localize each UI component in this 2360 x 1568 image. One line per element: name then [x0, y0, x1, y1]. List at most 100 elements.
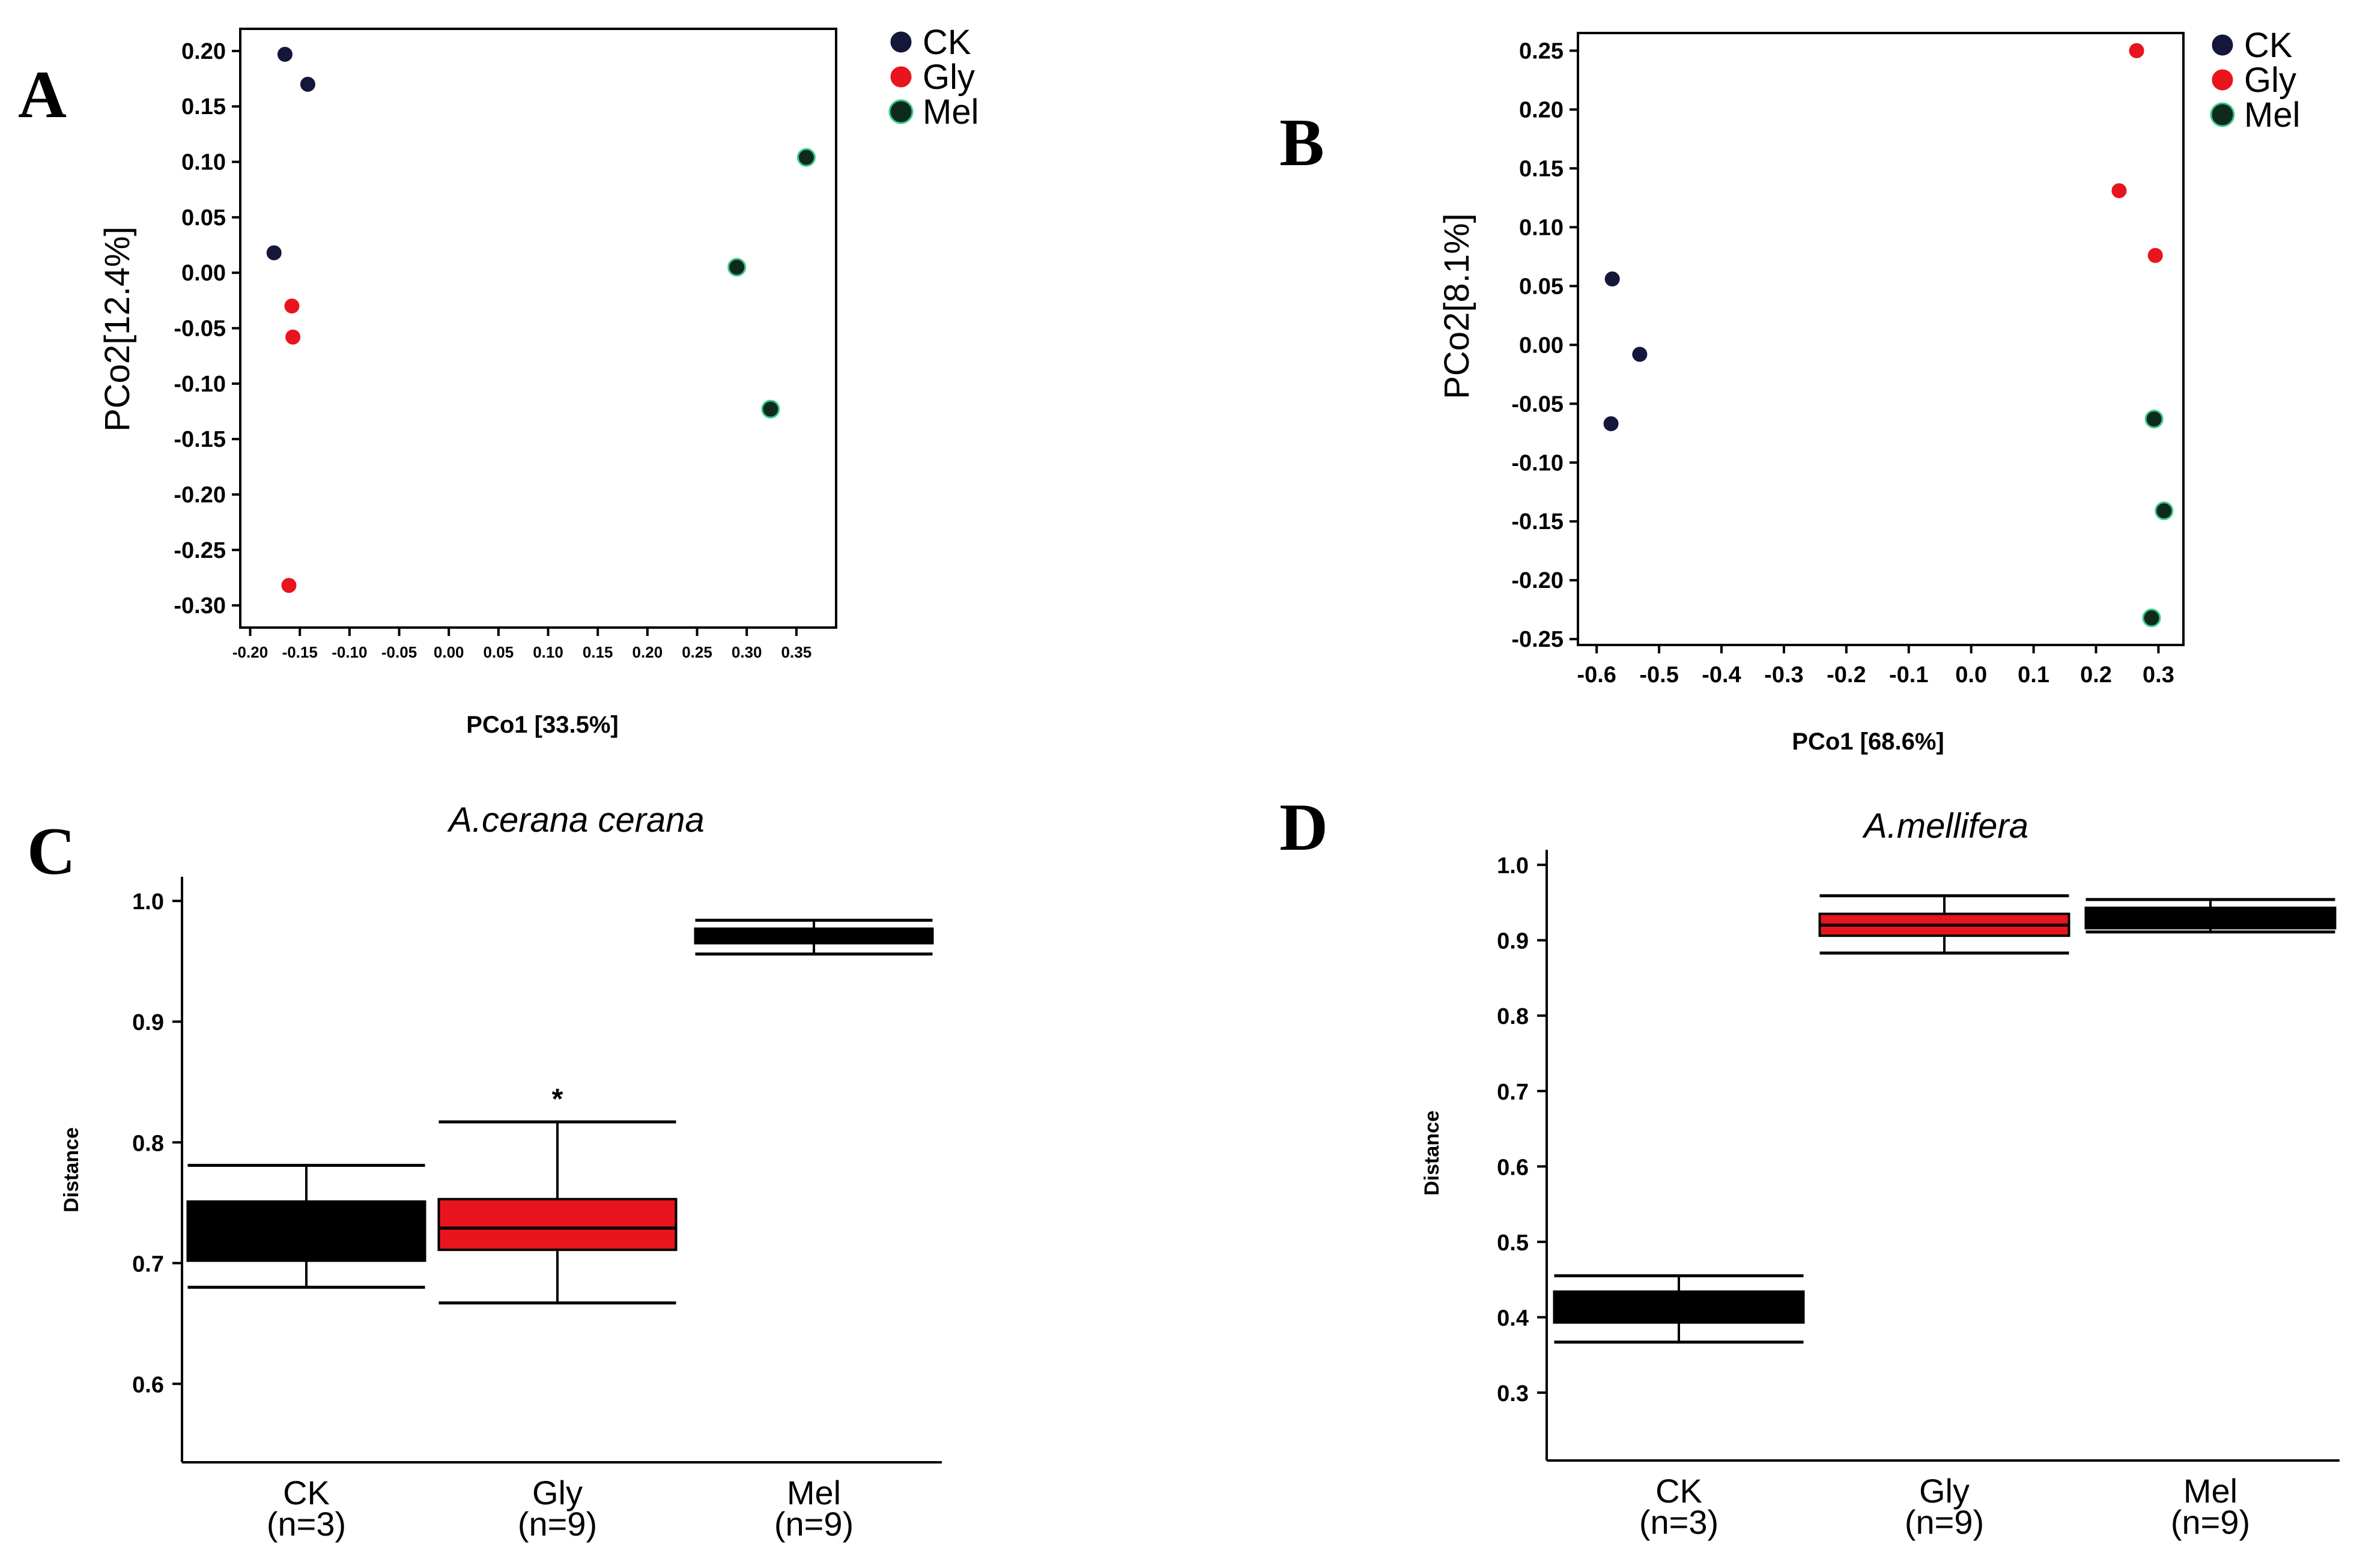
a-point-gly	[282, 297, 302, 316]
a-point-mel	[761, 399, 780, 419]
b-y-tick-label: 0.10	[1519, 215, 1564, 240]
d-category-label-ck: CK	[1655, 1472, 1702, 1510]
panel-b-x-axis-label: PCo1 [68.6%]	[1792, 728, 1944, 755]
panel-b-x-axis: -0.6 -0.5 -0.4 -0.3 -0.2 -0.1 0.0 0.1 0.2 0.3	[1577, 645, 2174, 688]
a-legend-label-ck: CK	[923, 23, 971, 62]
d-y-tick-label: 0.3	[1497, 1381, 1529, 1406]
b-x-tick-label: 0.2	[2080, 662, 2112, 688]
b-legend-label-ck: CK	[2244, 26, 2293, 65]
c-y-tick-label: 0.8	[132, 1131, 164, 1156]
panel-a-x-axis: -0.20 -0.15 -0.10 -0.05 0.00 0.05 0.10 0.15 0.20…	[232, 628, 811, 661]
a-legend-marker-ck	[888, 29, 914, 55]
panel-c-title: A.cerana cerana	[447, 801, 705, 840]
b-point-mel	[2144, 410, 2164, 429]
panel-a-x-axis-label: PCo1 [33.5%]	[466, 712, 618, 738]
d-category-label-mel: Mel	[2183, 1472, 2237, 1510]
a-y-tick-label: -0.30	[174, 593, 226, 619]
a-x-tick-label: 0.20	[632, 643, 663, 661]
b-point-ck	[1601, 414, 1621, 434]
a-point-ck	[298, 74, 317, 94]
b-x-tick-label: 0.1	[2018, 662, 2049, 688]
b-y-tick-label: 0.20	[1519, 97, 1564, 123]
a-point-gly	[279, 576, 299, 595]
d-y-tick-label: 0.8	[1497, 1004, 1529, 1029]
a-x-tick-label: -0.15	[282, 643, 318, 661]
panel-d-y-axis: 0.3 0.4 0.5 0.6 0.7 0.8 0.9 1.0	[1497, 853, 1547, 1406]
b-y-tick-label: -0.10	[1511, 450, 1564, 476]
a-legend-label-gly: Gly	[923, 58, 975, 97]
b-y-tick-label: 0.00	[1519, 333, 1564, 358]
b-legend-label-gly: Gly	[2244, 61, 2296, 100]
a-x-tick-label: 0.10	[533, 643, 563, 661]
a-point-mel	[727, 258, 747, 277]
c-y-tick-label: 1.0	[132, 889, 164, 915]
c-y-tick-label: 0.7	[132, 1252, 164, 1277]
panel-letter-c: C	[27, 814, 76, 889]
a-x-tick-label: -0.05	[381, 643, 417, 661]
panel-letter-a: A	[18, 58, 67, 132]
a-x-tick-label: 0.05	[484, 643, 514, 661]
a-point-ck	[275, 44, 294, 64]
b-point-ck	[1630, 345, 1649, 364]
b-point-gly	[2146, 246, 2165, 265]
b-x-tick-label: -0.4	[1702, 662, 1741, 688]
c-category-label-mel: Mel	[787, 1474, 841, 1512]
d-y-tick-label: 0.9	[1497, 929, 1529, 954]
d-category-label-gly: Gly	[1919, 1472, 1970, 1510]
d-category-n-mel: (n=9)	[2171, 1503, 2250, 1541]
d-box-ck	[1553, 1290, 1805, 1324]
a-y-tick-label: 0.10	[181, 150, 226, 175]
c-category-n-gly: (n=9)	[518, 1505, 597, 1543]
b-point-gly	[2127, 41, 2146, 60]
panel-a-scatter: 0.200.150.100.050.00-0.05-0.10-0.15-0.20…	[98, 23, 978, 738]
panel-d-boxplot: A.mellifera 0.30.40.50.60.70.80.91.0 CK(…	[1421, 807, 2340, 1541]
a-x-tick-label: -0.10	[332, 643, 367, 661]
a-x-tick-label: 0.15	[583, 643, 613, 661]
a-y-tick-label: -0.05	[174, 316, 226, 342]
c-category-n-ck: (n=3)	[267, 1505, 346, 1543]
a-legend-label-mel: Mel	[923, 92, 978, 132]
a-x-tick-label: 0.25	[682, 643, 712, 661]
b-legend-label-mel: Mel	[2244, 95, 2300, 135]
panel-c-boxplot: A.cerana cerana 0.6 0.7 0.8 0.9 1.0 * CK(n=3…	[60, 801, 942, 1543]
a-legend-marker-gly	[888, 64, 914, 89]
panel-a-y-axis: 0.20 0.15 0.10 0.05 0.00 -0.05 -0.10 -0.15 -0.20…	[174, 39, 240, 619]
b-point-ck	[1603, 270, 1622, 289]
b-x-tick-label: -0.1	[1889, 662, 1928, 688]
panel-d-boxes	[1553, 894, 2337, 1344]
panel-b-plot-frame	[1577, 32, 2185, 646]
b-x-tick-label: -0.5	[1639, 662, 1678, 688]
a-y-tick-label: -0.10	[174, 372, 226, 397]
panel-d-y-axis-label: Distance	[1421, 1110, 1443, 1196]
panel-b-y-axis-label: PCo2[8.1%]	[1437, 213, 1476, 399]
a-point-mel	[796, 148, 816, 167]
panel-a-y-axis-label: PCo2[12.4%]	[98, 226, 137, 432]
b-y-tick-label: -0.15	[1511, 509, 1564, 534]
panel-c-y-axis: 0.6 0.7 0.8 0.9 1.0	[132, 889, 182, 1397]
panel-b-scatter: 0.25 0.20 0.15 0.10 0.05 0.00 -0.05 -0.10 -0.15 -…	[1437, 26, 2300, 755]
d-y-tick-label: 0.4	[1497, 1306, 1529, 1331]
b-point-mel	[2142, 608, 2161, 628]
b-y-tick-label: 0.15	[1519, 156, 1564, 181]
c-y-tick-label: 0.9	[132, 1010, 164, 1035]
a-x-tick-label: 0.00	[434, 643, 464, 661]
b-point-gly	[2110, 181, 2129, 201]
c-category-label-gly: Gly	[532, 1474, 583, 1512]
b-legend-marker-gly	[2210, 67, 2235, 92]
b-x-tick-label: -0.2	[1827, 662, 1866, 688]
a-point-gly	[284, 327, 303, 347]
panel-c-boxes: *	[186, 918, 934, 1305]
b-legend-marker-ck	[2210, 32, 2235, 58]
b-y-tick-label: 0.25	[1519, 38, 1564, 64]
a-y-tick-label: -0.20	[174, 482, 226, 507]
c-box-gly	[437, 1197, 678, 1252]
a-y-tick-label: 0.00	[181, 261, 226, 286]
d-category-n-gly: (n=9)	[1905, 1503, 1984, 1541]
d-category-n-ck: (n=3)	[1639, 1503, 1718, 1541]
d-y-tick-label: 1.0	[1497, 853, 1529, 879]
a-x-tick-label: -0.20	[232, 643, 268, 661]
d-y-tick-label: 0.6	[1497, 1155, 1529, 1180]
